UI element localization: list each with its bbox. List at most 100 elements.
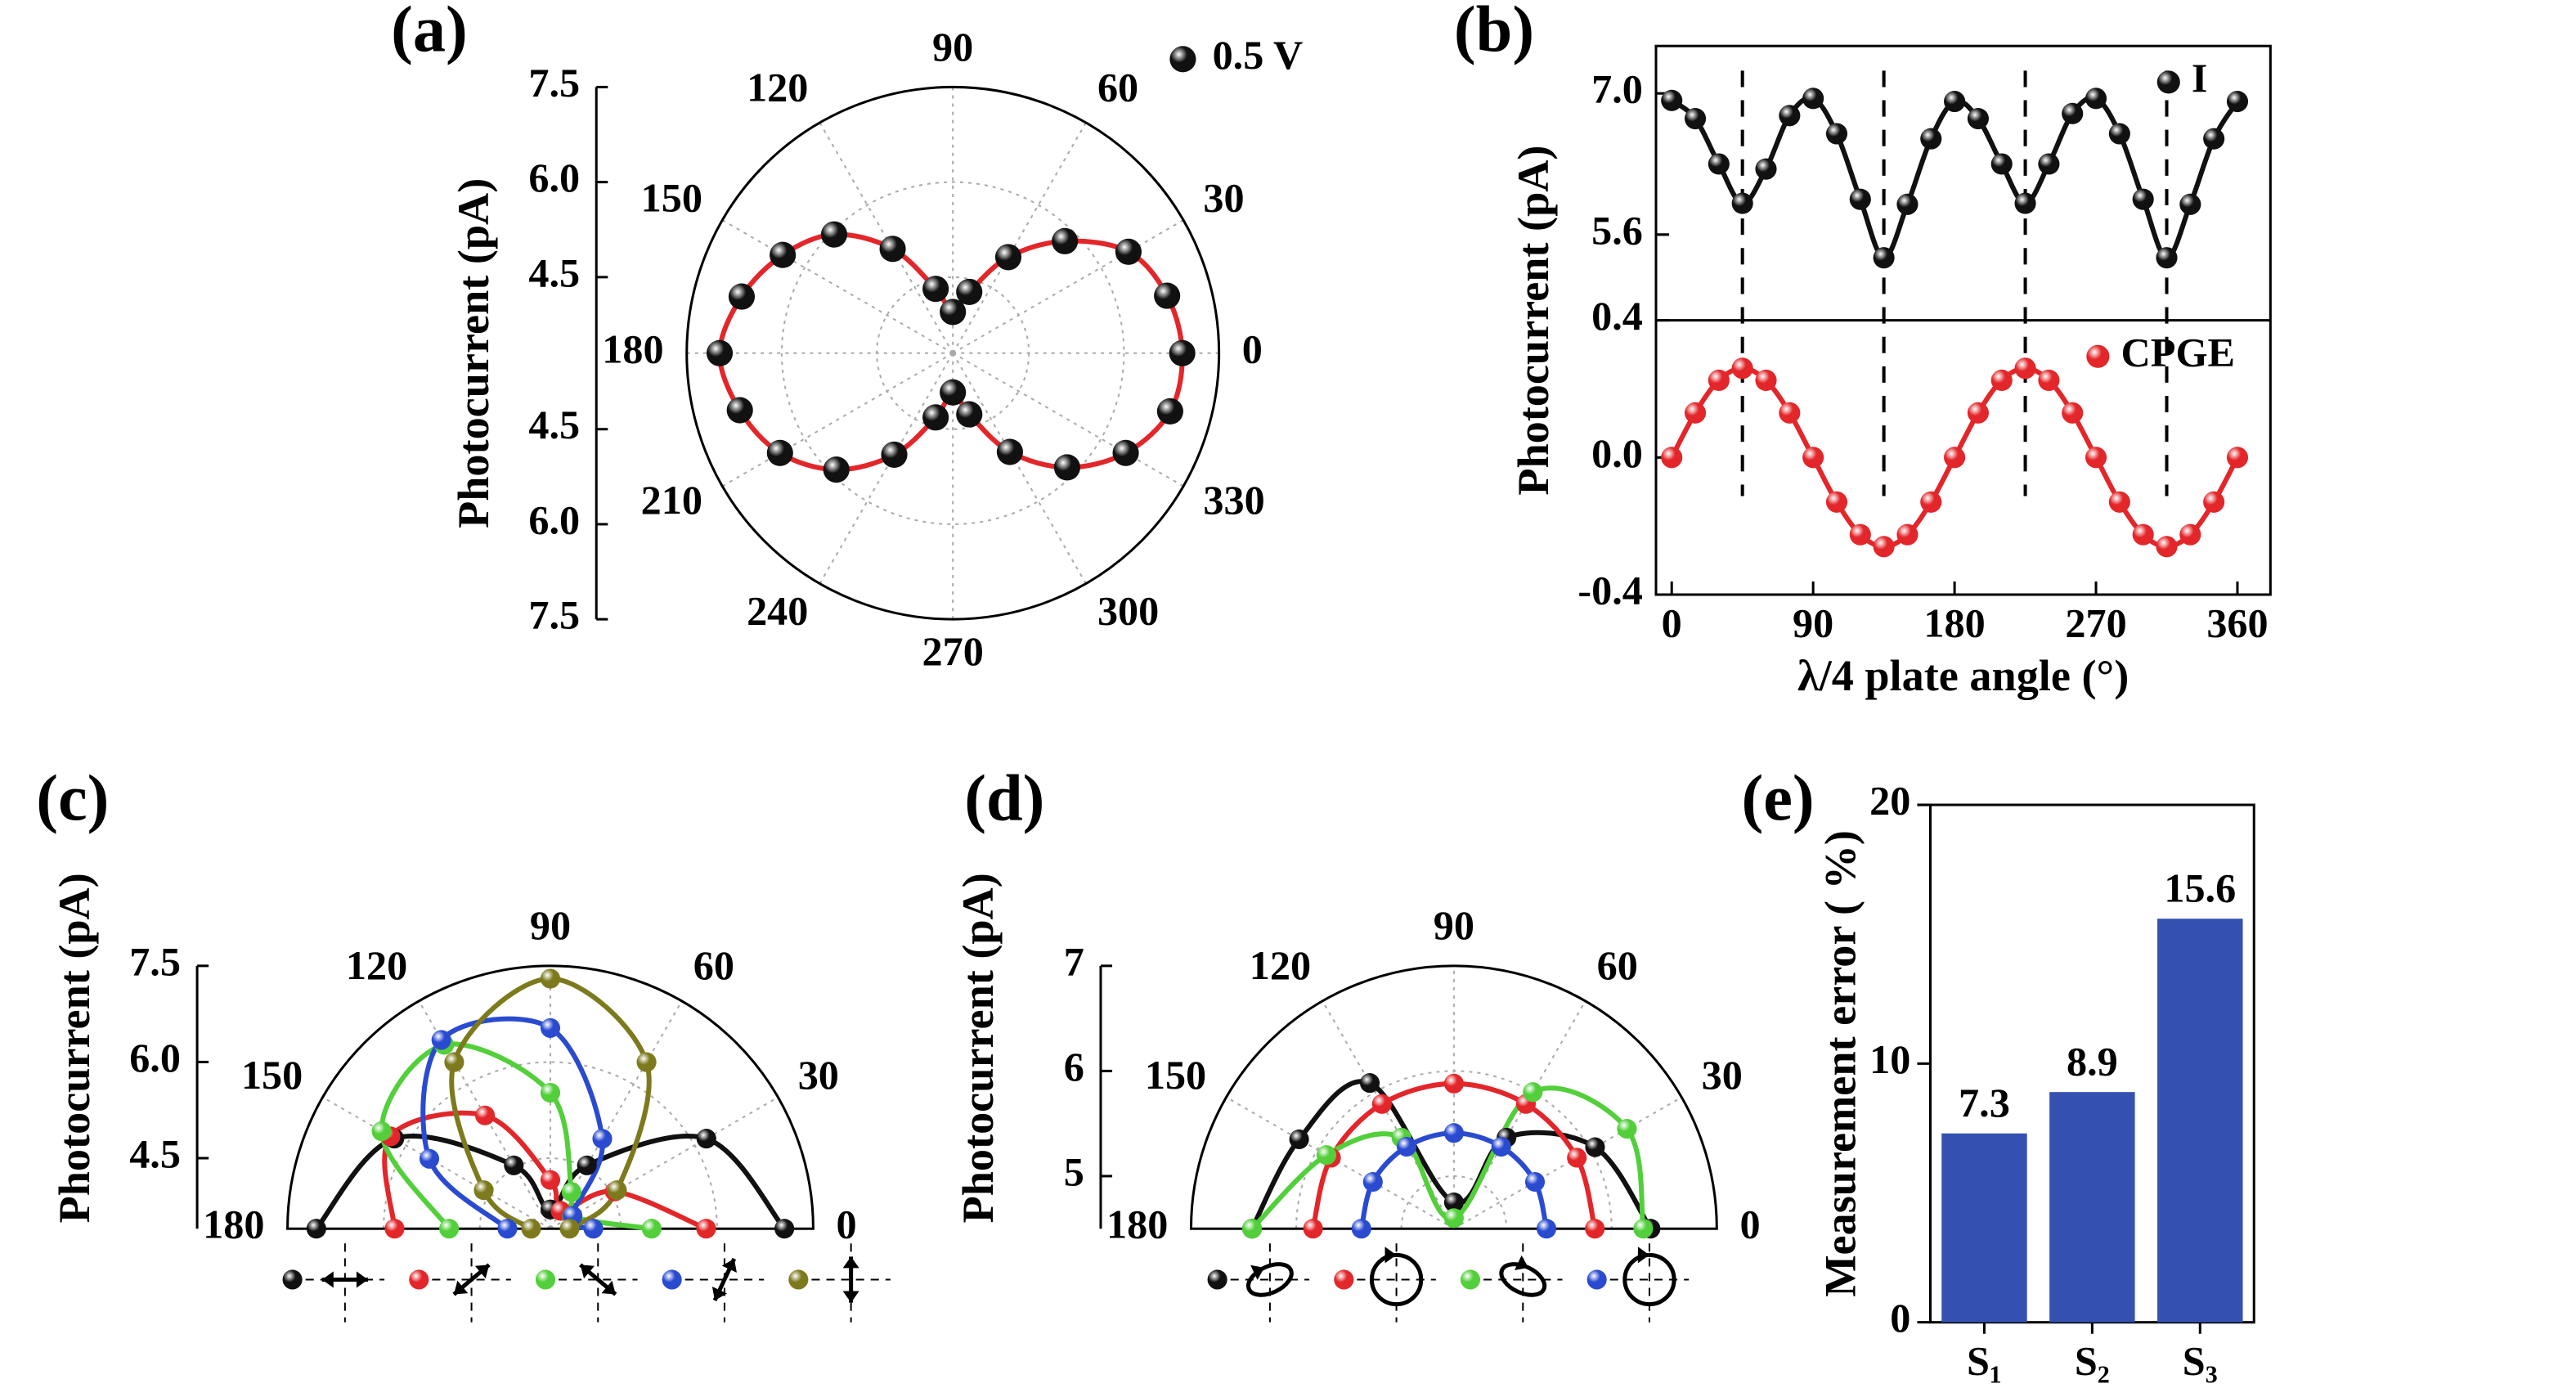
data-point (820, 221, 848, 248)
y-tick-label: 5.6 (1591, 207, 1643, 253)
data-point (592, 1129, 613, 1149)
theta-tick-label: 90 (932, 24, 973, 70)
data-point (2226, 447, 2249, 469)
data-point (306, 1219, 326, 1239)
x-tick-label: 0 (1662, 600, 1682, 646)
data-point (1944, 447, 1966, 469)
radial-grid-line (1226, 1096, 1455, 1230)
arrow-head (711, 1258, 737, 1300)
theta-tick-label: 120 (1250, 942, 1311, 988)
legend-marker (1169, 46, 1196, 73)
polarization-icon (711, 1257, 737, 1301)
panel-label: (a) (391, 0, 468, 66)
arrow-head (1637, 1247, 1649, 1264)
polarization-icon (1369, 1247, 1424, 1307)
r-tick-label: 6.0 (528, 496, 580, 542)
polarization-icon (842, 1256, 859, 1303)
data-point (384, 1219, 405, 1239)
data-point (636, 1052, 657, 1072)
bar (2157, 919, 2243, 1323)
theta-tick-label: 180 (203, 1202, 264, 1247)
data-point (1708, 369, 1730, 392)
data-point (473, 1180, 494, 1201)
data-point (1990, 153, 2013, 175)
y-tick-label: 20 (1869, 778, 1910, 824)
x-tick-label: 270 (2065, 600, 2126, 646)
polar-frame (685, 85, 1221, 621)
data-point (1617, 1119, 1637, 1139)
data-point (2062, 102, 2084, 124)
legend-marker (535, 1269, 556, 1290)
theta-tick-label: 0 (1739, 1202, 1760, 1247)
arrow-head (1384, 1247, 1397, 1264)
x-axis-label: λ/4 plate angle (°) (1797, 651, 2129, 700)
series-line (1670, 95, 2240, 261)
legend-marker (2156, 70, 2180, 94)
data-point (474, 1105, 496, 1125)
data-point (2179, 523, 2201, 546)
radial-grid-line (952, 352, 1184, 487)
y-tick-label: 0 (1890, 1295, 1910, 1341)
theta-tick-label: 300 (1097, 587, 1159, 633)
data-point (540, 968, 561, 989)
data-point (1362, 1171, 1383, 1193)
data-point (956, 401, 983, 428)
x-tick-label: S₂ (2075, 1337, 2110, 1383)
data-point (1524, 1171, 1546, 1193)
arrow-head (842, 1256, 859, 1303)
legend-marker (1334, 1269, 1354, 1290)
theta-tick-label: 150 (241, 1052, 303, 1098)
polarization-icon (321, 1271, 369, 1288)
data-point (2226, 90, 2249, 113)
r-tick-label: 7.5 (528, 60, 580, 106)
arrow-head (454, 1264, 490, 1295)
bar (2049, 1092, 2135, 1323)
theta-tick-label: 120 (346, 942, 407, 988)
data-point (561, 1182, 581, 1202)
theta-tick-label: 60 (1597, 942, 1638, 988)
panel-label: (d) (964, 762, 1044, 835)
data-point (559, 1219, 580, 1239)
polarization-ellipse (1246, 1262, 1294, 1297)
bar-value-label: 7.3 (1959, 1080, 2010, 1125)
x-tick-label: 180 (1923, 600, 1985, 646)
data-point (1536, 1219, 1557, 1239)
theta-tick-label: 60 (1097, 64, 1138, 110)
data-point (770, 241, 797, 268)
theta-tick-label: 210 (641, 477, 702, 523)
data-point (2014, 192, 2036, 214)
bar-value-label: 8.9 (2067, 1039, 2118, 1085)
legend-marker (1460, 1269, 1481, 1290)
data-point (823, 456, 850, 483)
radial-grid-line (952, 122, 1087, 354)
legend-marker (1586, 1269, 1607, 1290)
legend-marker (409, 1269, 429, 1290)
polarization-icon (1246, 1262, 1294, 1297)
data-point (540, 1017, 561, 1038)
legend-marker (662, 1269, 682, 1290)
polar-frame (1189, 964, 1718, 1230)
radial-grid-line (721, 219, 954, 354)
r-tick-label: 5 (1064, 1148, 1084, 1194)
legend-marker (2086, 344, 2110, 368)
data-point (1567, 1148, 1587, 1168)
radial-grid-line (1453, 1096, 1682, 1230)
data-point (1779, 402, 1801, 424)
theta-tick-label: 90 (530, 902, 571, 948)
data-point (1289, 1129, 1309, 1149)
data-point (2038, 153, 2060, 175)
data-point (1443, 1193, 1464, 1213)
data-point (696, 1129, 716, 1149)
r-tick-label: 6 (1064, 1044, 1084, 1089)
data-point (956, 278, 983, 306)
data-point (1661, 89, 1683, 111)
panel-label: (b) (1454, 0, 1534, 66)
data-point (641, 1219, 662, 1239)
data-point (583, 1219, 604, 1239)
data-point (922, 404, 949, 431)
data-point (940, 379, 967, 406)
polarization-icon (579, 1263, 617, 1296)
data-point (2203, 491, 2225, 513)
